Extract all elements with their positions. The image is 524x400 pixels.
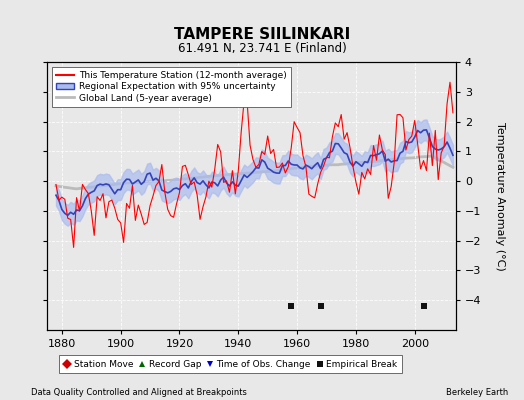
Legend: Station Move, Record Gap, Time of Obs. Change, Empirical Break: Station Move, Record Gap, Time of Obs. C… [59, 356, 402, 374]
Text: 61.491 N, 23.741 E (Finland): 61.491 N, 23.741 E (Finland) [178, 42, 346, 55]
Legend: This Temperature Station (12-month average), Regional Expectation with 95% uncer: This Temperature Station (12-month avera… [52, 66, 291, 107]
Text: Berkeley Earth: Berkeley Earth [446, 388, 508, 397]
Text: TAMPERE SIILINKARI: TAMPERE SIILINKARI [174, 27, 350, 42]
Text: Data Quality Controlled and Aligned at Breakpoints: Data Quality Controlled and Aligned at B… [31, 388, 247, 397]
Y-axis label: Temperature Anomaly (°C): Temperature Anomaly (°C) [495, 122, 505, 270]
